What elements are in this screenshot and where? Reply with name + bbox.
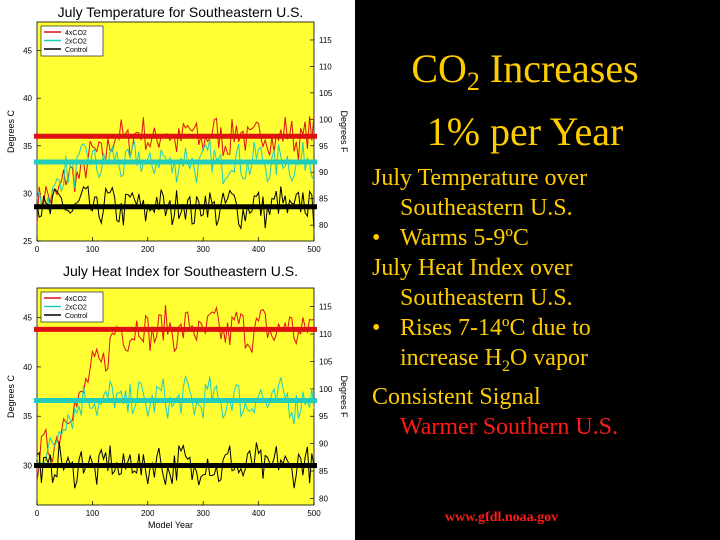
series-line-Control (36, 441, 315, 489)
y2-tick-label: 115 (319, 303, 332, 312)
y2-tick-label: 100 (319, 385, 333, 394)
bullet-text: July Temperature over Southeastern U.S. … (372, 163, 712, 442)
x-tick-label: 100 (86, 509, 100, 518)
bullet-h2o-sub: 2 (501, 357, 510, 375)
y2-tick-label: 95 (319, 412, 328, 421)
y-axis-label: Degrees C (6, 109, 16, 153)
bullet-line-9: Warmer Southern U.S. (400, 413, 619, 440)
x-tick-label: 200 (141, 509, 155, 518)
y-tick-label: 45 (23, 314, 32, 323)
y-tick-label: 35 (23, 412, 32, 421)
x-tick-label: 200 (141, 245, 155, 254)
bullet-rises-text: Rises 7-14ºC due to (400, 315, 591, 341)
bullet-line-2: Southeastern U.S. (400, 195, 573, 221)
bullet-line-7: increase H2O vapor (372, 343, 712, 382)
y2-tick-label: 95 (319, 142, 328, 151)
bullet-rises: Rises 7-14ºC due to (372, 313, 712, 343)
slide-title: CO2 Increases 1% per Year (375, 44, 675, 157)
y2-tick-label: 115 (319, 36, 332, 45)
x-tick-label: 0 (35, 245, 40, 254)
chart-title-1: July Heat Index for Southeastern U.S. (63, 263, 298, 279)
y-axis-label: Degrees C (6, 374, 16, 418)
y-tick-label: 45 (23, 47, 32, 56)
bullet-h2o-a: increase H (400, 345, 502, 371)
y2-tick-label: 80 (319, 494, 328, 503)
y-tick-label: 40 (23, 363, 32, 372)
y-tick-label: 35 (23, 142, 32, 151)
bullet-line-1: July Temperature over (372, 165, 588, 191)
y2-tick-label: 110 (319, 330, 332, 339)
y-tick-label: 40 (23, 94, 32, 103)
y2-tick-label: 80 (319, 221, 328, 230)
y2-tick-label: 85 (319, 467, 328, 476)
bullet-line-8: Consistent Signal (372, 383, 541, 410)
figure-panel: July Temperature for Southeastern U.S. 0 1… (0, 0, 355, 540)
x-tick-label: 300 (197, 509, 211, 518)
y2-tick-label: 110 (319, 62, 332, 71)
x-tick-label: 300 (197, 245, 211, 254)
bullet-warms-text: Warms 5-9ºC (400, 225, 529, 251)
x-tick-label: 100 (86, 245, 100, 254)
y2-tick-label: 90 (319, 440, 328, 449)
y2-tick-label: 105 (319, 357, 333, 366)
bullet-h2o-c: O vapor (509, 345, 588, 371)
legend-entry: Control (65, 313, 88, 320)
x-tick-label: 400 (252, 245, 266, 254)
y2-tick-label: 105 (319, 89, 333, 98)
charts-svg: July Temperature for Southeastern U.S. 0 1… (6, 4, 349, 530)
bullet-line-4: July Heat Index over (372, 255, 573, 281)
y-tick-label: 30 (23, 462, 32, 471)
title-increases: Increases (479, 46, 639, 91)
legend-entry: 2xCO2 (65, 305, 87, 312)
slide-title-line1: CO2 Increases (375, 44, 675, 107)
legend-entry: 2xCO2 (65, 39, 87, 46)
x-tick-label: 0 (35, 509, 40, 518)
y2-tick-label: 85 (319, 195, 328, 204)
x-tick-label: 500 (307, 245, 321, 254)
y2-tick-label: 90 (319, 168, 328, 177)
slide-title-line2: 1% per Year (426, 109, 624, 154)
y-tick-label: 30 (23, 189, 32, 198)
series-line-2xCO2 (36, 139, 315, 215)
x-tick-label: 500 (307, 509, 321, 518)
y2-axis-label: Degrees F (339, 110, 349, 153)
x-tick-label: 400 (252, 509, 266, 518)
y-tick-label: 25 (23, 237, 32, 246)
x-axis-label: Model Year (148, 520, 193, 530)
legend-entry: Control (65, 47, 88, 54)
y2-axis-label: Degrees F (339, 375, 349, 418)
legend-entry: 4xCO2 (65, 296, 87, 303)
source-url: www.gfdl.noaa.gov (445, 510, 559, 525)
title-subscript: 2 (466, 67, 480, 96)
legend-entry: 4xCO2 (65, 30, 87, 37)
y2-tick-label: 100 (319, 115, 333, 124)
bullet-line-5: Southeastern U.S. (400, 285, 573, 311)
title-co: CO (411, 46, 467, 91)
bullet-warms: Warms 5-9ºC (372, 223, 712, 253)
chart-title-0: July Temperature for Southeastern U.S. (58, 4, 304, 20)
